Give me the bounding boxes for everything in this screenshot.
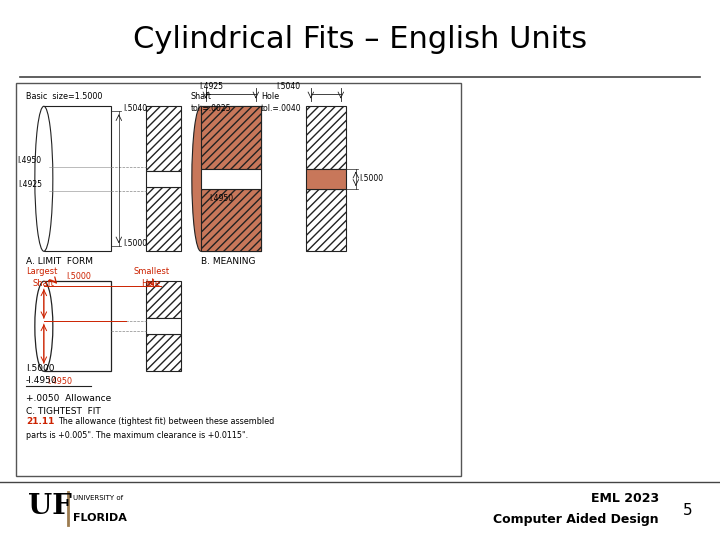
Text: Shaft: Shaft <box>191 92 212 100</box>
Bar <box>201 106 261 251</box>
Bar <box>201 169 261 189</box>
Text: l.4950: l.4950 <box>18 156 42 165</box>
Text: Largest: Largest <box>26 267 57 276</box>
Bar <box>146 281 181 318</box>
Text: UNIVERSITY of: UNIVERSITY of <box>73 495 123 501</box>
Text: A. LIMIT  FORM: A. LIMIT FORM <box>26 257 93 266</box>
Text: l.5000: l.5000 <box>123 239 147 248</box>
Text: -l.4950: -l.4950 <box>26 376 58 385</box>
Text: B. MEANING: B. MEANING <box>201 257 256 266</box>
Bar <box>306 189 346 251</box>
Bar <box>201 189 261 251</box>
Text: Hole: Hole <box>261 92 279 100</box>
Text: l.4925: l.4925 <box>18 180 42 190</box>
Text: parts is +0.005". The maximum clearance is +0.0115".: parts is +0.005". The maximum clearance … <box>26 431 248 440</box>
Ellipse shape <box>35 106 53 251</box>
Bar <box>16 83 461 476</box>
Text: 21.11: 21.11 <box>26 417 54 426</box>
Bar <box>44 106 111 251</box>
Text: l.5000: l.5000 <box>26 364 54 373</box>
Ellipse shape <box>192 106 210 251</box>
Bar <box>146 334 181 372</box>
Text: l.5000: l.5000 <box>66 272 91 281</box>
Bar <box>146 106 181 171</box>
Text: The allowance (tightest fit) between these assembled: The allowance (tightest fit) between the… <box>58 417 274 426</box>
Bar <box>306 106 346 169</box>
Text: Shaft: Shaft <box>33 279 55 288</box>
Text: Computer Aided Design: Computer Aided Design <box>493 513 659 526</box>
Text: Smallest: Smallest <box>134 267 170 276</box>
Bar <box>306 169 346 189</box>
Text: C. TIGHTEST  FIT: C. TIGHTEST FIT <box>26 407 101 416</box>
Text: UF: UF <box>28 494 72 521</box>
Bar <box>44 281 111 372</box>
Text: Hole: Hole <box>141 279 160 288</box>
Bar <box>146 318 181 334</box>
Text: 5: 5 <box>683 503 693 518</box>
Text: EML 2023: EML 2023 <box>590 491 659 504</box>
Text: l.4950: l.4950 <box>209 194 233 203</box>
Text: l.4925: l.4925 <box>199 82 223 91</box>
Bar <box>146 171 181 187</box>
Text: l.5000: l.5000 <box>359 174 383 183</box>
Text: +.0050  Allowance: +.0050 Allowance <box>26 394 111 403</box>
Bar <box>146 187 181 251</box>
Text: Cylindrical Fits – English Units: Cylindrical Fits – English Units <box>133 25 587 55</box>
Text: tol.=.0025: tol.=.0025 <box>191 104 231 113</box>
Text: Basic  size=1.5000: Basic size=1.5000 <box>26 92 102 100</box>
Text: l.4950: l.4950 <box>47 377 72 386</box>
Text: tol.=.0040: tol.=.0040 <box>261 104 302 113</box>
Text: l.5040: l.5040 <box>276 82 300 91</box>
Text: l.5040: l.5040 <box>123 104 147 113</box>
Ellipse shape <box>35 281 53 372</box>
Text: FLORIDA: FLORIDA <box>73 513 127 523</box>
Bar <box>201 106 261 169</box>
